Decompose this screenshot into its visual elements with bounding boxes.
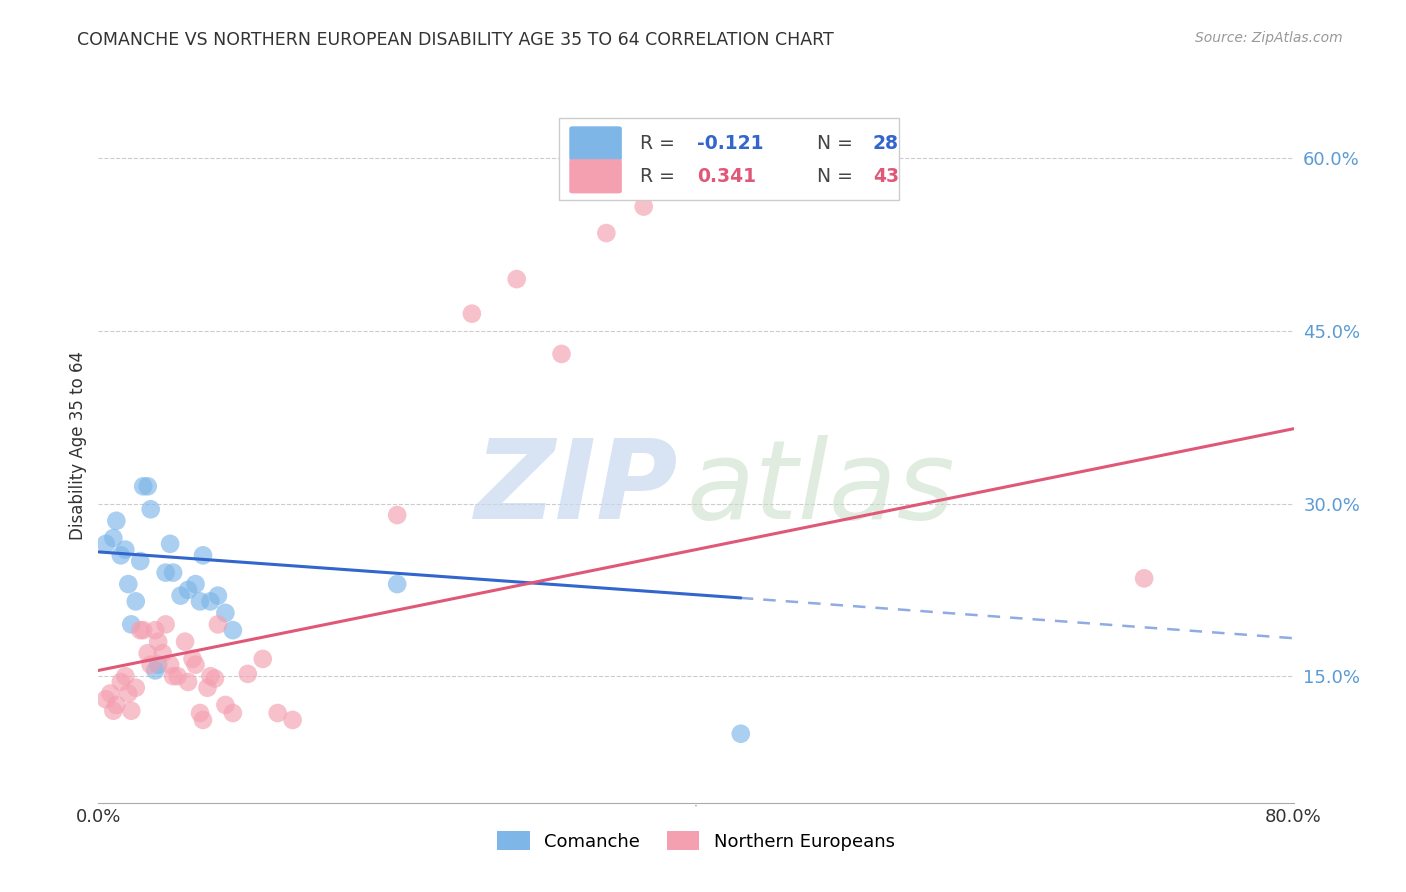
Point <box>184 577 207 591</box>
Point <box>98 686 122 700</box>
Point <box>633 200 655 214</box>
Point <box>105 514 128 528</box>
Point <box>136 646 159 660</box>
Point <box>188 594 211 608</box>
Point <box>129 554 152 568</box>
Text: -0.121: -0.121 <box>697 134 763 153</box>
Point <box>461 307 484 321</box>
Point <box>120 617 142 632</box>
Point <box>188 706 211 720</box>
Point <box>117 686 139 700</box>
Point <box>166 669 188 683</box>
Point <box>174 634 197 648</box>
Point <box>184 657 207 672</box>
Point <box>155 566 177 580</box>
Point <box>114 669 136 683</box>
Point <box>214 698 236 712</box>
Point <box>207 617 229 632</box>
Point <box>132 623 155 637</box>
Text: ZIP: ZIP <box>475 435 678 542</box>
Point <box>152 646 174 660</box>
Point <box>94 537 117 551</box>
Point <box>139 502 162 516</box>
Point <box>94 692 117 706</box>
Point <box>177 675 200 690</box>
Point <box>169 589 191 603</box>
Point <box>155 617 177 632</box>
Point <box>162 669 184 683</box>
Point <box>143 664 166 678</box>
Point <box>385 577 409 591</box>
Point <box>110 675 132 690</box>
Point <box>136 479 159 493</box>
Point <box>252 652 274 666</box>
Point <box>222 623 245 637</box>
Point <box>506 272 529 286</box>
Point <box>267 706 290 720</box>
FancyBboxPatch shape <box>558 118 900 200</box>
Point <box>204 672 226 686</box>
Legend: Comanche, Northern Europeans: Comanche, Northern Europeans <box>489 824 903 858</box>
Point <box>214 606 236 620</box>
Point <box>236 666 259 681</box>
Text: N =: N = <box>817 167 859 186</box>
Text: R =: R = <box>640 134 681 153</box>
Point <box>103 531 125 545</box>
Point <box>114 542 136 557</box>
Point <box>197 681 219 695</box>
FancyBboxPatch shape <box>569 127 621 161</box>
Point <box>200 594 222 608</box>
Point <box>222 706 245 720</box>
Point <box>550 347 572 361</box>
Point <box>181 652 204 666</box>
Point <box>139 657 162 672</box>
Text: 43: 43 <box>873 167 898 186</box>
Point <box>385 508 409 522</box>
Point <box>125 681 148 695</box>
Y-axis label: Disability Age 35 to 64: Disability Age 35 to 64 <box>69 351 87 541</box>
Text: N =: N = <box>817 134 859 153</box>
Point <box>143 623 166 637</box>
Point <box>191 549 214 563</box>
Point <box>200 669 222 683</box>
Point <box>162 566 184 580</box>
Text: R =: R = <box>640 167 681 186</box>
FancyBboxPatch shape <box>569 159 621 194</box>
Point <box>730 727 752 741</box>
Point <box>595 226 617 240</box>
Point <box>105 698 128 712</box>
Point <box>117 577 139 591</box>
Point <box>191 713 214 727</box>
Point <box>148 634 170 648</box>
Point <box>110 549 132 563</box>
Point <box>281 713 304 727</box>
Point <box>159 537 181 551</box>
Point <box>159 657 181 672</box>
Point <box>125 594 148 608</box>
Text: 0.341: 0.341 <box>697 167 756 186</box>
Text: Source: ZipAtlas.com: Source: ZipAtlas.com <box>1195 31 1343 45</box>
Text: 28: 28 <box>873 134 898 153</box>
Point <box>148 657 170 672</box>
Point <box>1133 571 1156 585</box>
Point <box>120 704 142 718</box>
Point <box>177 582 200 597</box>
Text: atlas: atlas <box>686 435 955 542</box>
Point <box>103 704 125 718</box>
Point <box>207 589 229 603</box>
Point <box>132 479 155 493</box>
Point <box>129 623 152 637</box>
Text: COMANCHE VS NORTHERN EUROPEAN DISABILITY AGE 35 TO 64 CORRELATION CHART: COMANCHE VS NORTHERN EUROPEAN DISABILITY… <box>77 31 834 49</box>
